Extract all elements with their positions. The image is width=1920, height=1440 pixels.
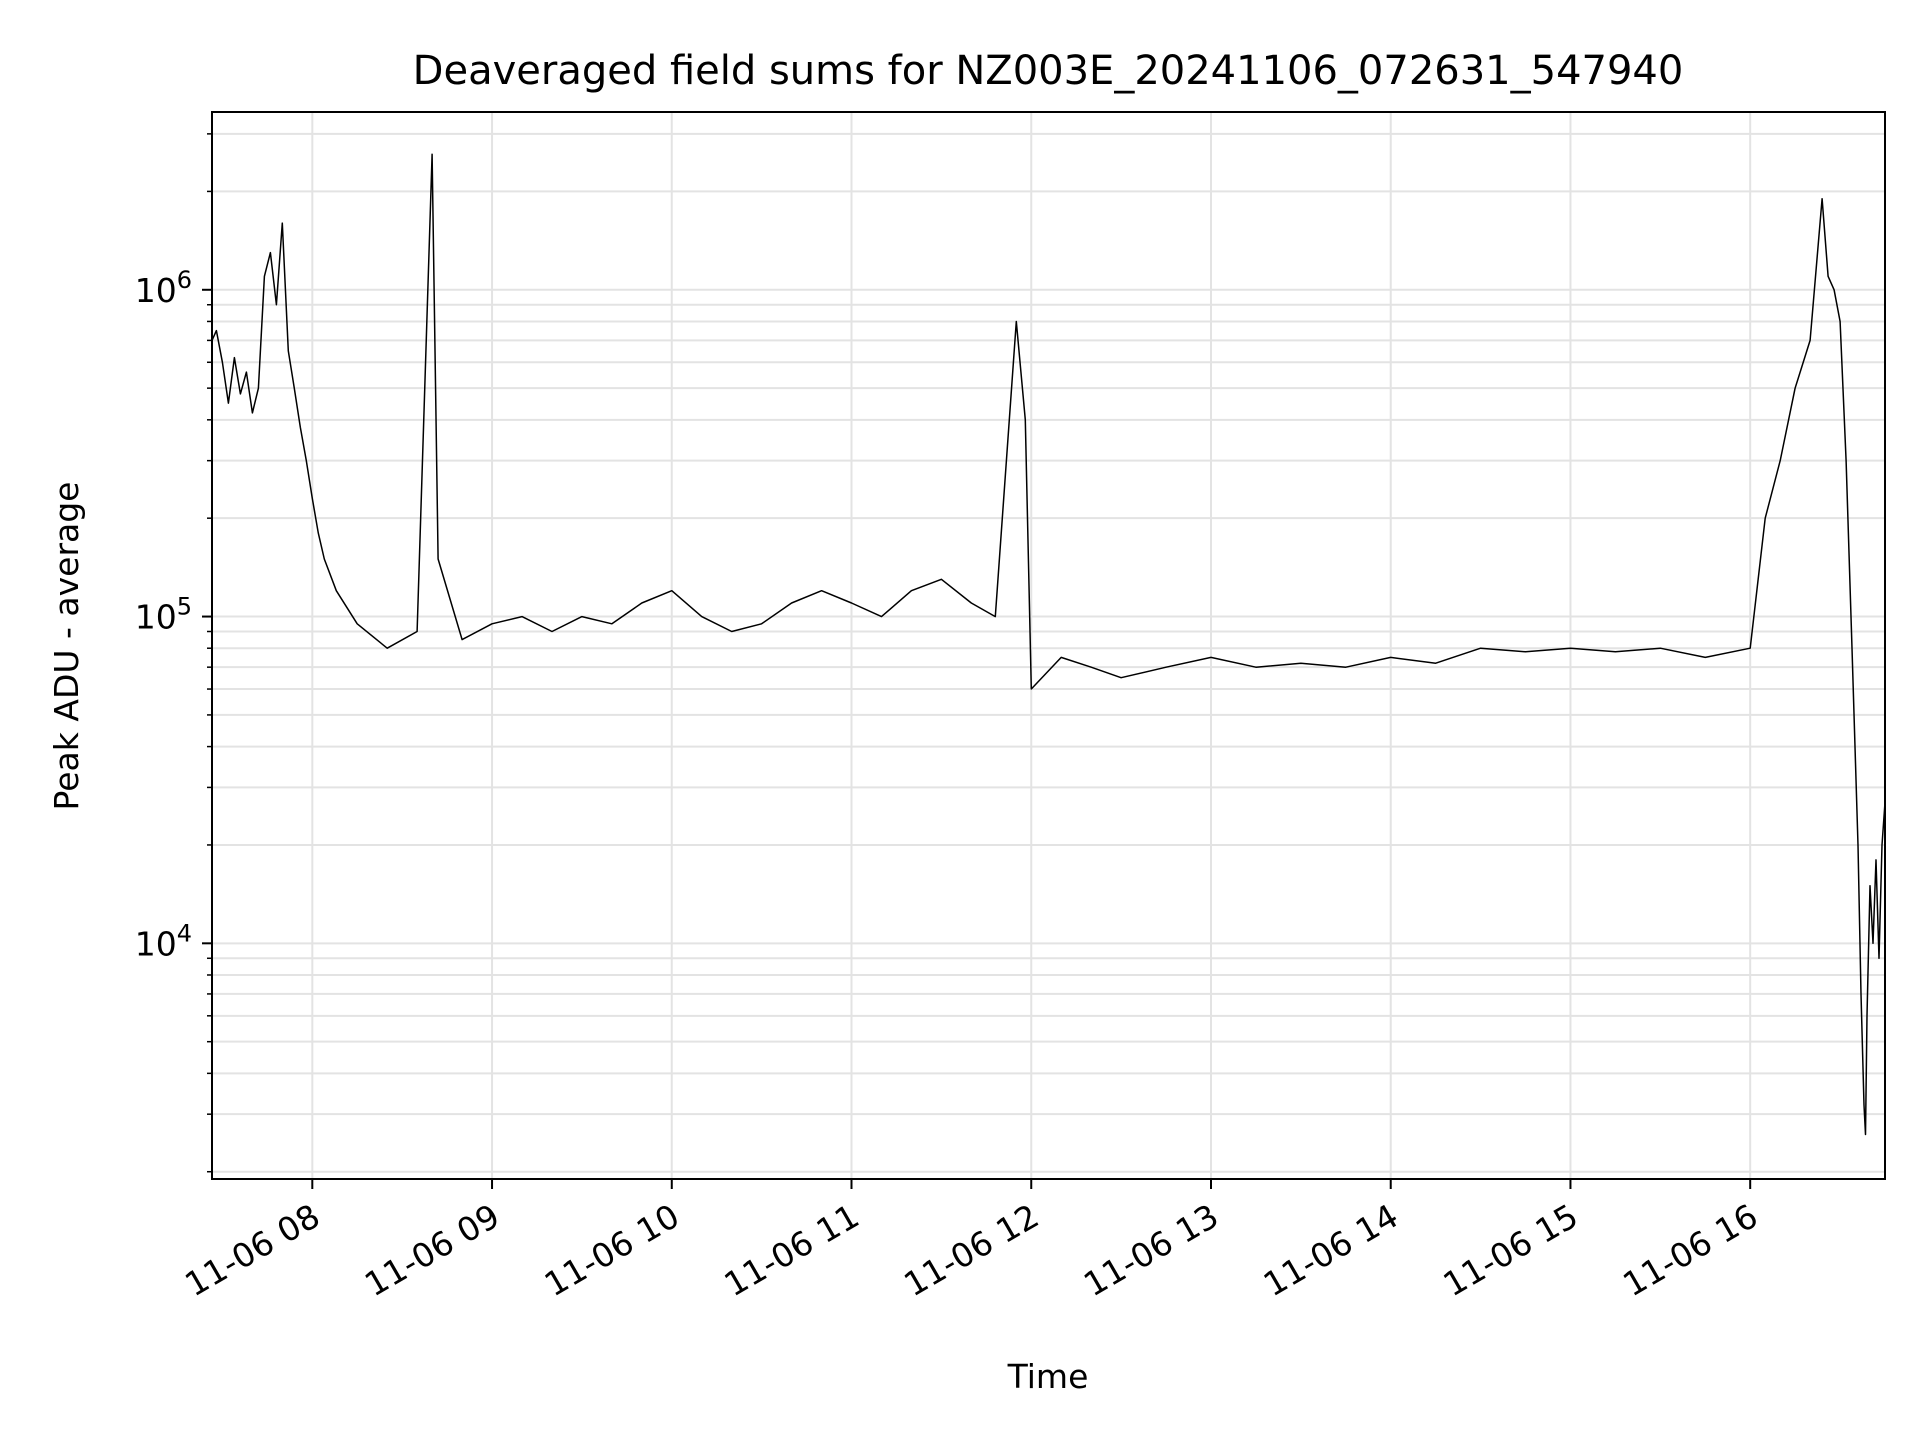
x-axis-label: Time <box>1007 1357 1089 1396</box>
series-layer <box>212 153 1885 1136</box>
series-line <box>212 153 1885 1136</box>
y-tick-label: 105 <box>135 593 192 637</box>
plot-frame <box>211 111 1886 1180</box>
y-axis: 104 105 106 <box>135 133 212 1173</box>
grid <box>212 112 1885 1179</box>
y-tick-label: 106 <box>135 266 192 310</box>
y-axis-label: Peak ADU - average <box>47 482 86 811</box>
y-tick-label: 104 <box>135 919 192 963</box>
chart-title: Deaveraged field sums for NZ003E_2024110… <box>413 48 1684 94</box>
